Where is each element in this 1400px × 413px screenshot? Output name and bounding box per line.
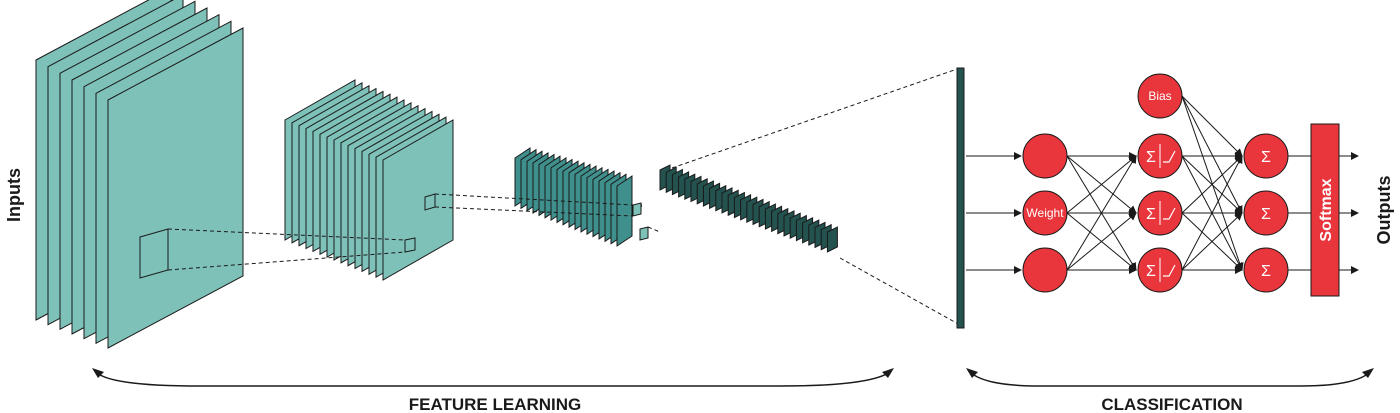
projection-line-6 [647, 226, 661, 233]
bias-neuron [1137, 73, 1183, 119]
receptive-field-box-2 [404, 237, 416, 253]
outputs-label: Outputs [1374, 176, 1394, 245]
output-neuron-2 [1243, 190, 1289, 236]
feature-learning-bracket [92, 368, 894, 387]
weight-edge-l1-l2 [1066, 155, 1137, 271]
input-neuron-2 [1022, 190, 1068, 236]
weight-edge-l2-l3 [1181, 95, 1244, 271]
sum-symbol: Σ [1261, 149, 1271, 166]
feature-map-3-18 [616, 175, 633, 247]
weight-edge-l2-l3 [1181, 95, 1243, 214]
activation-curve [1163, 207, 1176, 220]
sum-symbol: Σ [1146, 206, 1156, 223]
receptive-field-box-5 [639, 226, 649, 241]
classification-label: CLASSIFICATION [1101, 395, 1242, 413]
weight-label: Weight [1026, 206, 1064, 220]
input-neuron-3 [1022, 247, 1068, 293]
projection-line-1 [167, 228, 406, 241]
projection-line-2 [167, 251, 406, 271]
receptive-field-connectors [139, 67, 961, 326]
projection-line-4 [434, 206, 634, 217]
activation-curve [1163, 150, 1176, 163]
classification-bracket [966, 368, 1374, 387]
weight-edge-l2-l3 [1181, 155, 1243, 271]
sum-symbol: Σ [1261, 263, 1271, 280]
receptive-field-box-4 [632, 202, 642, 217]
output-neuron-1 [1243, 133, 1289, 179]
sum-symbol: Σ [1146, 263, 1156, 280]
output-neuron-3 [1243, 247, 1289, 293]
weight-edge-l2-l3 [1181, 155, 1243, 214]
projection-line-7 [671, 67, 961, 169]
inputs-label: Inputs [4, 168, 24, 222]
feature-learning-label: FEATURE LEARNING [409, 395, 582, 413]
input-neuron-1 [1022, 133, 1068, 179]
conv-stack-2 [284, 79, 454, 281]
weight-edge-l2-l3 [1181, 212, 1243, 271]
softmax-block [1310, 123, 1340, 297]
receptive-field-box-3 [424, 193, 436, 211]
weight-edge-l1-l2 [1066, 212, 1137, 271]
sum-symbol: Σ [1146, 149, 1156, 166]
activation-curve [1163, 264, 1176, 277]
sum-symbol: Σ [1261, 206, 1271, 223]
flattened-map-28 [826, 226, 838, 253]
flattened-vector-bar [956, 67, 965, 329]
conv-stack-1 [35, 0, 244, 349]
softmax-label: Softmax [1318, 178, 1335, 241]
projection-line-3 [434, 193, 634, 206]
weight-edge-l2-l3 [1181, 95, 1243, 157]
receptive-field-box-1 [139, 228, 169, 279]
projection-line-8 [839, 257, 961, 326]
bias-label: Bias [1148, 89, 1171, 103]
fully-connected-network: Weight Bias Σ Σ Σ Σ Σ Σ Softmax [956, 67, 1359, 329]
flatten-stack [659, 164, 838, 253]
projection-line-5 [640, 202, 643, 211]
weight-edge-l1-l2 [1066, 155, 1137, 214]
conv-stack-3 [514, 147, 633, 247]
